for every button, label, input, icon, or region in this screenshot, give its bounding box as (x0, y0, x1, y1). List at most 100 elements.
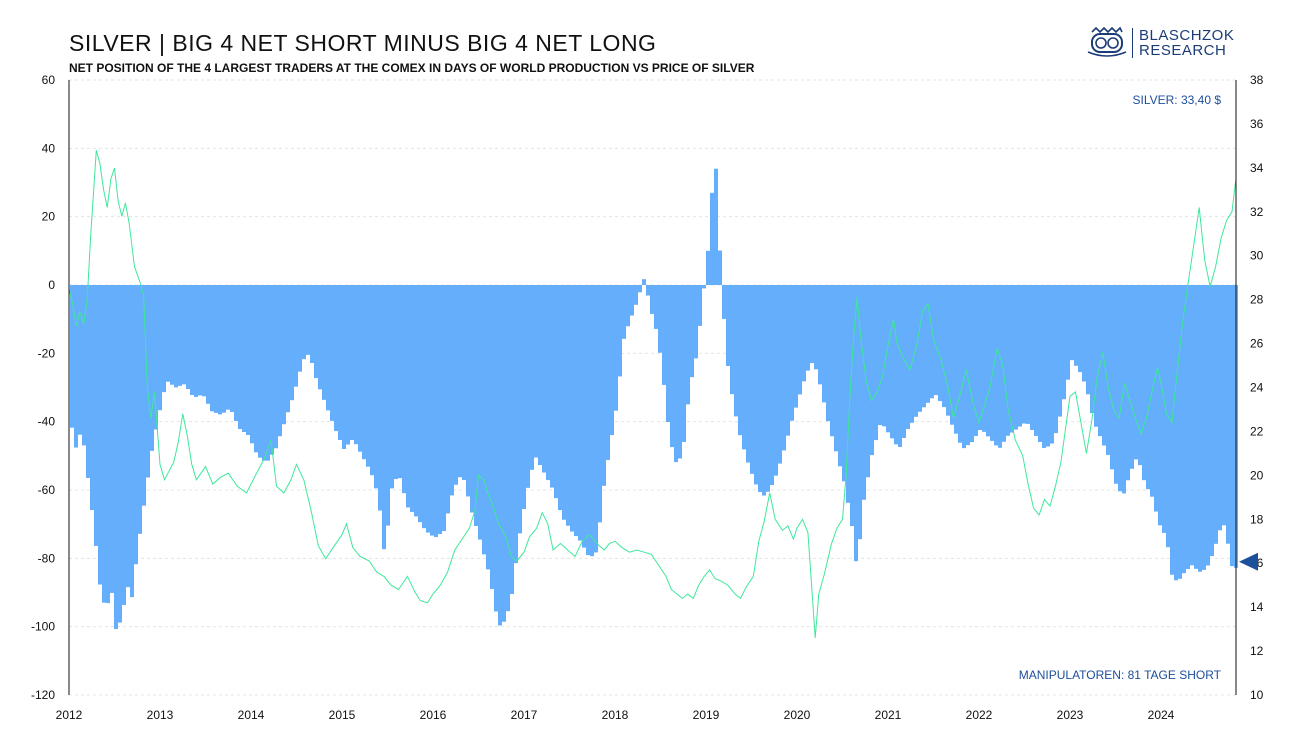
net-position-bar (246, 285, 250, 435)
net-position-bar (494, 285, 498, 612)
net-position-bar (398, 285, 402, 479)
net-position-bar (770, 285, 774, 486)
net-position-bar (538, 285, 542, 466)
net-position-bar (170, 285, 174, 385)
position-annotation: MANIPULATOREN: 81 TAGE SHORT (1019, 668, 1222, 682)
net-position-bar (478, 285, 482, 540)
net-position-bar (1142, 285, 1146, 481)
net-position-bar (146, 285, 150, 478)
net-position-bar (562, 285, 566, 520)
right-tick-label: 30 (1250, 249, 1264, 263)
net-position-bar (954, 285, 958, 434)
net-position-bar (798, 285, 802, 395)
net-position-bar (282, 285, 286, 425)
net-position-bar (598, 285, 602, 523)
brand-logo: BLASCHZOK RESEARCH (1084, 26, 1244, 62)
net-position-bar (354, 285, 358, 445)
net-position-bar (1062, 285, 1066, 400)
net-position-bar (1030, 285, 1034, 430)
net-position-bar (486, 285, 490, 570)
net-position-bar (110, 285, 114, 593)
net-position-bar (718, 250, 722, 285)
net-position-bar (746, 285, 750, 463)
net-position-bar (142, 285, 146, 506)
net-position-bar (550, 285, 554, 488)
right-tick-label: 32 (1250, 205, 1264, 219)
net-position-bar (158, 285, 162, 411)
net-position-bar (326, 285, 330, 411)
net-position-bar (566, 285, 570, 526)
net-position-bar (678, 285, 682, 459)
net-position-bar (1022, 285, 1026, 424)
net-position-bar (974, 285, 978, 437)
net-position-bar (442, 285, 446, 532)
net-position-bar (1210, 285, 1214, 557)
net-position-bar (1202, 285, 1206, 570)
net-position-bar (490, 285, 494, 589)
net-position-bar (406, 285, 410, 508)
net-position-bar (418, 285, 422, 523)
net-position-bar (826, 285, 830, 422)
net-position-bar (1158, 285, 1162, 526)
net-position-bar (422, 285, 426, 529)
net-position-bar (918, 285, 922, 412)
net-position-bar (430, 285, 434, 536)
net-position-bar (450, 285, 454, 496)
chart-subtitle: NET POSITION OF THE 4 LARGEST TRADERS AT… (69, 61, 755, 75)
net-position-bar (686, 285, 690, 405)
logo-divider (1132, 28, 1133, 58)
left-tick-label: 0 (48, 278, 55, 292)
net-position-bar (318, 285, 322, 390)
net-position-bar (850, 285, 854, 527)
net-position-bar (1082, 285, 1086, 382)
net-position-bar (534, 285, 538, 458)
net-position-bar (822, 285, 826, 403)
x-tick-label: 2022 (966, 708, 993, 722)
net-position-bar (1146, 285, 1150, 490)
x-tick-label: 2019 (693, 708, 720, 722)
net-position-bar (998, 285, 1002, 448)
net-position-bar (938, 285, 942, 402)
net-position-bar (642, 279, 646, 285)
net-position-bar (982, 285, 986, 432)
x-tick-label: 2013 (147, 708, 174, 722)
net-position-bar (622, 285, 626, 339)
x-tick-label: 2024 (1148, 708, 1175, 722)
net-position-bar (198, 285, 202, 396)
x-tick-label: 2021 (875, 708, 902, 722)
right-tick-label: 28 (1250, 293, 1264, 307)
net-position-bar (458, 285, 462, 478)
net-position-bar (790, 285, 794, 421)
right-tick-label: 34 (1250, 161, 1264, 175)
net-position-bar (350, 285, 354, 440)
net-position-bar (910, 285, 914, 423)
net-position-bar (358, 285, 362, 452)
net-position-bar (1070, 285, 1074, 361)
net-position-bar (1126, 285, 1130, 481)
net-position-bar (322, 285, 326, 400)
net-position-bar (906, 285, 910, 429)
net-position-bar (714, 168, 718, 285)
left-tick-label: -120 (31, 688, 55, 702)
net-position-bar (1106, 285, 1110, 455)
net-position-bar (410, 285, 414, 512)
net-position-bar (394, 285, 398, 480)
net-position-bar (1110, 285, 1114, 470)
net-position-bar (878, 285, 882, 426)
net-position-bar (474, 285, 478, 527)
net-position-bar (630, 285, 634, 316)
net-position-bar (1034, 285, 1038, 436)
net-position-bar (926, 285, 930, 403)
net-position-bar (758, 285, 762, 492)
left-tick-label: -100 (31, 620, 55, 634)
net-position-bar (1042, 285, 1046, 448)
silver-price-annotation: SILVER: 33,40 $ (1133, 93, 1222, 107)
net-position-bar (866, 285, 870, 478)
net-position-bar (794, 285, 798, 408)
net-position-bar (74, 285, 78, 448)
net-position-bar (1170, 285, 1174, 575)
net-position-bar (778, 285, 782, 464)
net-position-bar (230, 285, 234, 412)
net-position-bar (1198, 285, 1202, 572)
net-position-bar (138, 285, 142, 534)
